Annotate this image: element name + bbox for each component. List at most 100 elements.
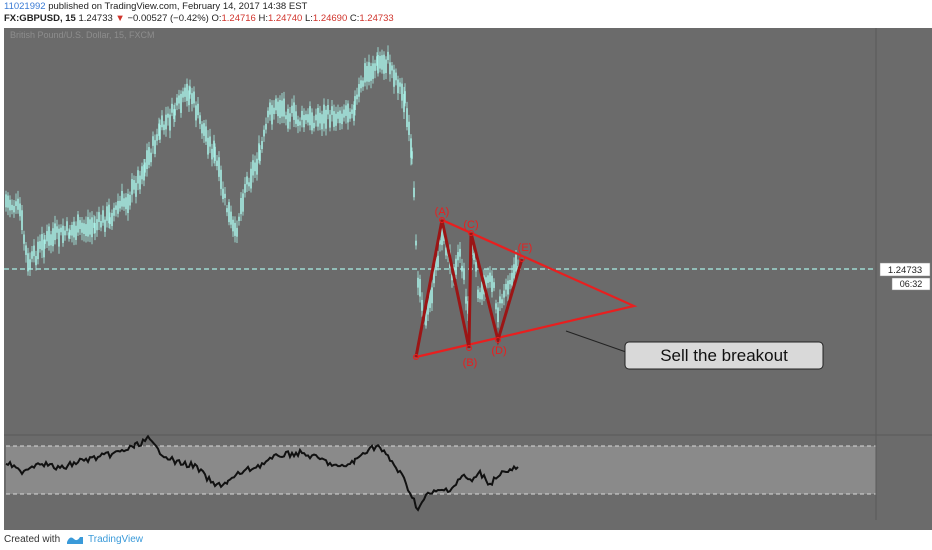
chart-canvas[interactable]: British Pound/U.S. Dollar, 15, FXCM 1.24… — [0, 26, 932, 531]
tradingview-logo-icon[interactable] — [66, 534, 84, 545]
candle-body — [273, 107, 275, 115]
candle-body — [479, 292, 481, 300]
candle-body — [48, 226, 50, 246]
candle-body — [485, 277, 487, 295]
candle-body — [77, 214, 79, 233]
candle-body — [161, 115, 163, 128]
candle-body — [71, 224, 73, 236]
candle-body — [329, 114, 331, 128]
candle-body — [297, 119, 299, 127]
candle-body — [374, 63, 376, 71]
candle-body — [323, 104, 325, 124]
candle-body — [176, 97, 178, 106]
candle-body — [60, 227, 62, 233]
callout-box[interactable] — [624, 341, 824, 370]
wave-point-b[interactable] — [466, 345, 472, 351]
candle-body — [236, 227, 238, 237]
candle-body — [115, 205, 117, 210]
wave-label-a: (A) — [435, 206, 450, 218]
wave-point-e[interactable] — [519, 256, 525, 262]
candle-body — [473, 253, 475, 261]
callout-pointer — [565, 330, 627, 353]
wave-point-c[interactable] — [468, 230, 474, 236]
candle-body — [19, 203, 21, 217]
candle-body — [271, 105, 273, 125]
candle-body — [309, 106, 311, 126]
candle-body — [321, 114, 323, 130]
candle-body — [213, 140, 215, 158]
candle-body — [391, 65, 393, 71]
candle-body — [511, 272, 513, 286]
candle-body — [246, 176, 248, 185]
candle-body — [399, 82, 401, 87]
candle-body — [406, 108, 408, 128]
time-axis[interactable] — [4, 520, 932, 531]
candle-body — [220, 169, 222, 189]
candle-body — [345, 105, 347, 116]
candle-body — [475, 262, 477, 272]
candle-body — [489, 272, 491, 282]
candle-body — [197, 103, 199, 116]
wave-point-a[interactable] — [439, 217, 445, 223]
candle-body — [351, 109, 353, 114]
candle-body — [252, 160, 254, 176]
candle-body — [287, 108, 289, 129]
candle-body — [491, 275, 493, 292]
candle-body — [214, 146, 216, 161]
candle-body — [203, 123, 205, 136]
candle-body — [146, 150, 148, 170]
candle-body — [117, 200, 119, 214]
candle-body — [98, 212, 100, 223]
abcde-zigzag[interactable] — [414, 219, 524, 358]
candle-body — [368, 62, 370, 82]
candle-body — [265, 123, 267, 130]
candle-body — [431, 287, 433, 304]
low-label: L: — [304, 13, 313, 24]
candle-body — [25, 245, 27, 255]
wave-point-d[interactable] — [495, 337, 501, 343]
candle-body — [481, 281, 483, 300]
candle-body — [254, 162, 256, 172]
candle-body — [152, 136, 154, 146]
candle-body — [41, 234, 43, 251]
candle-body — [133, 180, 135, 190]
candle-body — [199, 115, 201, 124]
candle-body — [56, 226, 58, 233]
candle-body — [295, 111, 297, 124]
candle-body — [513, 264, 515, 279]
candle-body — [148, 147, 150, 165]
candle-body — [437, 255, 439, 268]
candle-body — [317, 107, 319, 127]
candle-body — [419, 279, 421, 297]
candle-body — [383, 54, 385, 74]
candle-body — [39, 241, 41, 249]
candle-body — [372, 63, 374, 79]
candle-body — [228, 202, 230, 223]
candle-body — [209, 136, 211, 147]
candle-body — [37, 241, 39, 260]
candle-body — [507, 280, 509, 295]
candle-body — [283, 98, 285, 117]
candle-body — [108, 204, 110, 224]
wave-point-start[interactable] — [413, 354, 419, 360]
candle-body — [301, 110, 303, 120]
candle-body — [393, 69, 395, 87]
publisher-username[interactable]: 11021992 — [4, 1, 46, 12]
tradingview-brand[interactable]: TradingView — [88, 534, 144, 545]
candle-body — [232, 219, 234, 232]
candle-body — [240, 198, 242, 215]
candle-body — [439, 240, 441, 245]
candle-body — [250, 168, 252, 189]
candle-body — [184, 87, 186, 97]
candle-body — [307, 114, 309, 123]
candle-body — [293, 102, 295, 120]
candle-body — [141, 166, 143, 180]
price-series — [5, 45, 519, 329]
candle-body — [455, 258, 457, 275]
candle-body — [459, 248, 461, 257]
callout-text: Sell the breakout — [660, 346, 788, 365]
candle-body — [58, 228, 60, 247]
candle-body — [150, 152, 152, 163]
candle-body — [119, 200, 121, 209]
candle-body — [167, 113, 169, 118]
